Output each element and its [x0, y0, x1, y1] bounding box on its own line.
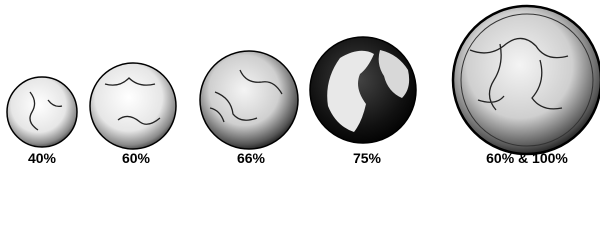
sphere: [199, 50, 299, 150]
label: 60%: [122, 150, 151, 166]
sphere: [6, 76, 78, 148]
figure: 40% 60% 66% 75% 60% & 100%: [6, 4, 600, 166]
sphere: [89, 62, 177, 150]
sphere: [309, 36, 417, 144]
page: {"items": [{"label": "40%"}, {"label": "…: [6, 4, 600, 166]
label: 60% & 100%: [486, 150, 568, 166]
label: 75%: [353, 150, 382, 166]
label: 66%: [237, 150, 266, 166]
label: 40%: [28, 150, 57, 166]
sphere: [451, 4, 600, 156]
